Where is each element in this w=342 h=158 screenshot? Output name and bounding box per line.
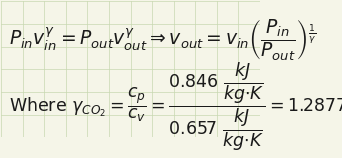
Text: $\text{Where } \gamma_{CO_2} = \dfrac{c_p}{c_v} = \dfrac{0.846\ \dfrac{kJ}{kg{\c: $\text{Where } \gamma_{CO_2} = \dfrac{c_… xyxy=(9,61,342,153)
Text: $P_{in}v_{in}^{\gamma} = P_{out}v_{out}^{\gamma} \Rightarrow v_{out} = v_{in}\le: $P_{in}v_{in}^{\gamma} = P_{out}v_{out}^… xyxy=(9,17,316,62)
